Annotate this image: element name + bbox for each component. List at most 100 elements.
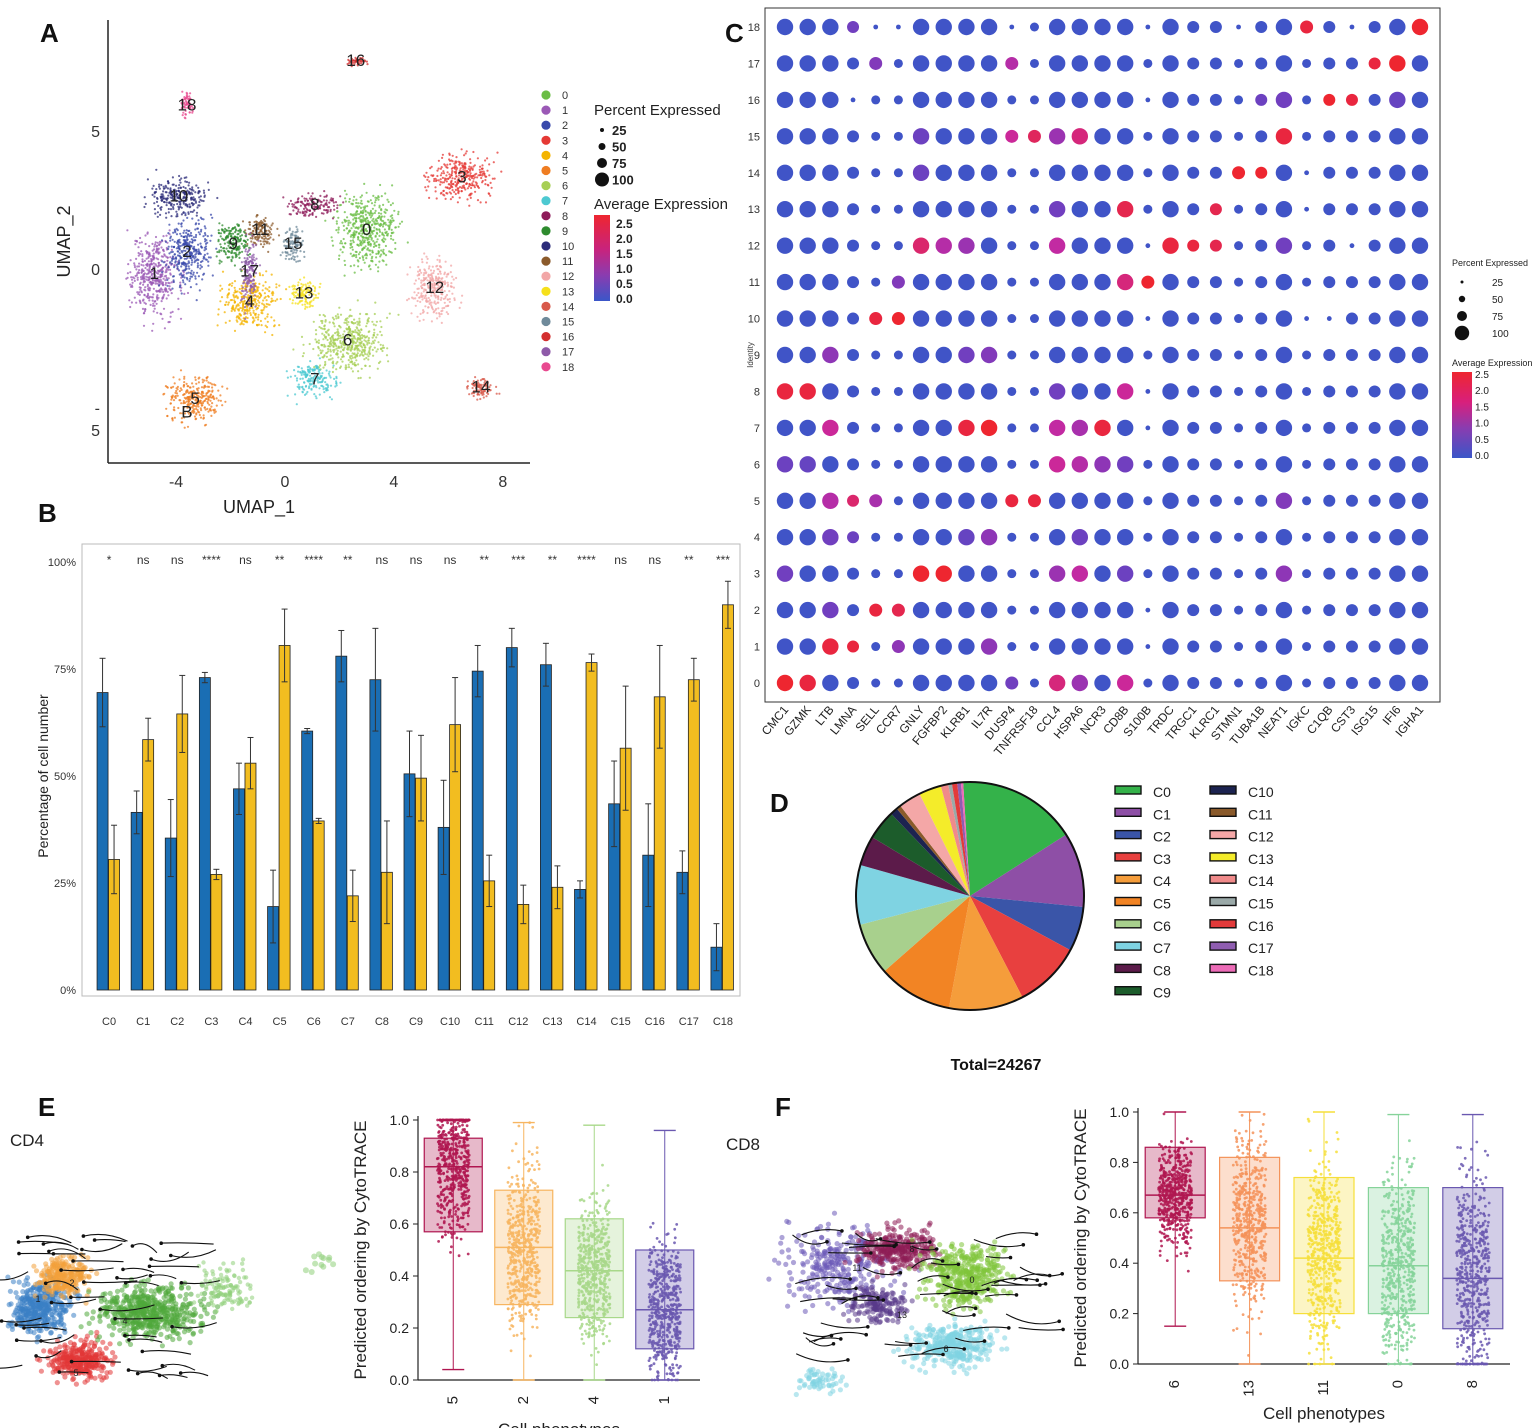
umap-point — [351, 239, 355, 242]
umap-point — [197, 392, 200, 395]
umap-point — [144, 242, 147, 246]
umap-point — [332, 364, 335, 367]
umap-point — [447, 312, 450, 316]
umap-point — [380, 195, 383, 198]
umap-point — [183, 416, 186, 419]
umap-point — [464, 152, 467, 155]
umap-point — [314, 294, 317, 297]
umap-point — [429, 167, 432, 170]
umap-point — [339, 195, 342, 198]
umap-point — [133, 262, 136, 265]
umap-point — [417, 277, 420, 280]
umap-point — [147, 272, 150, 275]
umap-point — [154, 212, 157, 215]
umap-point — [200, 265, 203, 268]
umap-point — [468, 178, 472, 181]
expression-dot — [799, 18, 816, 36]
umap-point — [202, 257, 205, 260]
umap-point — [254, 237, 257, 240]
umap-point — [207, 264, 210, 267]
umap-point — [318, 325, 321, 329]
umap-point — [224, 400, 227, 403]
umap-point — [426, 257, 429, 260]
umap-point — [375, 320, 378, 323]
expression-dot — [1302, 241, 1312, 251]
umap-point — [369, 244, 372, 247]
umap-point — [343, 259, 346, 262]
umap-point — [244, 250, 247, 253]
umap-point — [446, 304, 450, 307]
umap-point — [180, 388, 183, 391]
umap-point — [325, 199, 328, 202]
umap-point — [339, 334, 342, 337]
umap-point — [153, 191, 157, 194]
umap-point — [365, 325, 368, 328]
umap-point — [349, 221, 352, 224]
umap-point — [173, 188, 176, 191]
umap-point — [254, 231, 257, 234]
umap-point — [181, 412, 184, 415]
expression-dot — [822, 55, 839, 72]
umap-point — [331, 239, 334, 242]
expression-dot — [1389, 55, 1406, 72]
umap-point — [303, 303, 307, 306]
umap-point — [391, 184, 394, 187]
umap-point — [297, 208, 300, 211]
umap-point — [353, 230, 356, 233]
umap-point — [144, 234, 147, 237]
umap-point — [192, 202, 195, 206]
umap-point — [197, 258, 200, 262]
umap-point — [338, 306, 341, 309]
umap-point — [427, 267, 430, 270]
umap-point — [382, 344, 385, 347]
umap-point — [464, 188, 467, 191]
umap-point — [386, 347, 389, 350]
umap-point — [351, 362, 354, 366]
umap-point — [373, 204, 376, 207]
umap-point — [435, 307, 438, 311]
umap-point — [262, 235, 266, 238]
umap-point — [348, 346, 351, 349]
bar-group1 — [96, 692, 109, 991]
umap-point — [297, 383, 300, 386]
umap-point — [200, 390, 204, 393]
size-legend-dot — [598, 143, 606, 150]
umap-point — [461, 177, 464, 181]
umap-point — [361, 239, 364, 242]
umap-point — [195, 184, 198, 187]
legend-label: 13 — [562, 286, 574, 298]
umap-point — [264, 317, 267, 320]
umap-point — [350, 367, 353, 370]
umap-point — [139, 288, 142, 291]
umap-point — [392, 238, 395, 241]
umap-point — [289, 375, 292, 378]
umap-point — [147, 279, 150, 282]
umap-point — [357, 377, 360, 380]
umap-point — [175, 199, 178, 202]
umap-point — [232, 293, 235, 296]
umap-point — [314, 287, 317, 290]
umap-point — [323, 195, 326, 198]
umap-point — [291, 230, 294, 233]
umap-point — [476, 199, 480, 202]
umap-point — [180, 222, 183, 225]
expression-dot — [799, 346, 816, 364]
umap-point — [349, 252, 352, 255]
umap-point — [359, 337, 362, 340]
umap-point — [192, 189, 195, 192]
umap-point — [451, 196, 454, 199]
umap-point — [161, 266, 165, 269]
umap-point — [345, 351, 348, 354]
umap-point — [193, 391, 196, 394]
umap-point — [380, 212, 383, 215]
umap-point — [466, 187, 469, 190]
umap-point — [490, 186, 493, 189]
legend-swatch — [541, 120, 551, 130]
umap-point — [230, 236, 233, 239]
umap-point — [286, 376, 289, 379]
umap-point — [346, 348, 349, 351]
umap-point — [252, 309, 255, 312]
umap-point — [364, 336, 367, 339]
umap-point — [334, 315, 337, 318]
umap-point — [186, 216, 189, 219]
